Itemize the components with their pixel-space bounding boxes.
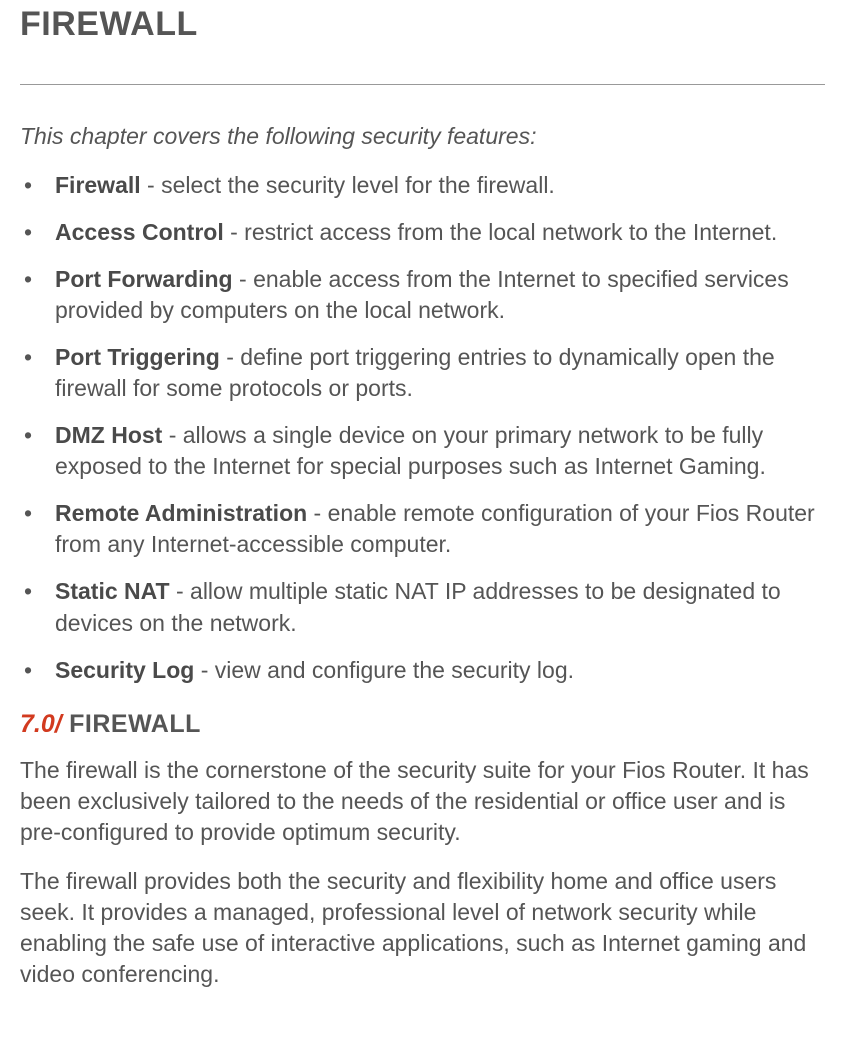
- section-heading: 7.0/ FIREWALL: [20, 710, 825, 739]
- feature-term: Remote Administration: [55, 500, 307, 526]
- feature-desc: - select the security level for the fire…: [141, 172, 555, 198]
- feature-term: Port Triggering: [55, 344, 220, 370]
- bullet-icon: •: [20, 655, 55, 686]
- list-item: • Access Control - restrict access from …: [20, 217, 825, 248]
- feature-term: Port Forwarding: [55, 266, 233, 292]
- list-item: • Port Forwarding - enable access from t…: [20, 264, 825, 326]
- feature-term: Firewall: [55, 172, 141, 198]
- feature-desc: - restrict access from the local network…: [224, 219, 778, 245]
- list-item: • Static NAT - allow multiple static NAT…: [20, 576, 825, 638]
- section-number: 7.0/: [20, 710, 62, 738]
- list-item: • DMZ Host - allows a single device on y…: [20, 420, 825, 482]
- intro-text: This chapter covers the following securi…: [20, 123, 825, 150]
- bullet-icon: •: [20, 576, 55, 607]
- bullet-icon: •: [20, 217, 55, 248]
- list-item: • Remote Administration - enable remote …: [20, 498, 825, 560]
- feature-term: DMZ Host: [55, 422, 162, 448]
- feature-text: Port Forwarding - enable access from the…: [55, 264, 825, 326]
- list-item: • Port Triggering - define port triggeri…: [20, 342, 825, 404]
- page-title: FIREWALL: [20, 0, 825, 44]
- section-label: FIREWALL: [62, 710, 201, 738]
- list-item: • Security Log - view and configure the …: [20, 655, 825, 686]
- feature-term: Security Log: [55, 657, 194, 683]
- feature-text: Static NAT - allow multiple static NAT I…: [55, 576, 825, 638]
- title-divider: [20, 84, 825, 85]
- feature-text: Firewall - select the security level for…: [55, 170, 825, 201]
- bullet-icon: •: [20, 264, 55, 295]
- feature-desc: - view and configure the security log.: [194, 657, 574, 683]
- bullet-icon: •: [20, 420, 55, 451]
- bullet-icon: •: [20, 170, 55, 201]
- bullet-icon: •: [20, 342, 55, 373]
- feature-term: Static NAT: [55, 578, 170, 604]
- feature-text: DMZ Host - allows a single device on you…: [55, 420, 825, 482]
- body-paragraph: The firewall provides both the security …: [20, 866, 825, 990]
- feature-text: Access Control - restrict access from th…: [55, 217, 825, 248]
- bullet-icon: •: [20, 498, 55, 529]
- feature-list: • Firewall - select the security level f…: [20, 170, 825, 686]
- feature-desc: - allows a single device on your primary…: [55, 422, 766, 479]
- feature-term: Access Control: [55, 219, 224, 245]
- feature-text: Security Log - view and configure the se…: [55, 655, 825, 686]
- body-paragraph: The firewall is the cornerstone of the s…: [20, 755, 825, 848]
- feature-text: Port Triggering - define port triggering…: [55, 342, 825, 404]
- feature-text: Remote Administration - enable remote co…: [55, 498, 825, 560]
- list-item: • Firewall - select the security level f…: [20, 170, 825, 201]
